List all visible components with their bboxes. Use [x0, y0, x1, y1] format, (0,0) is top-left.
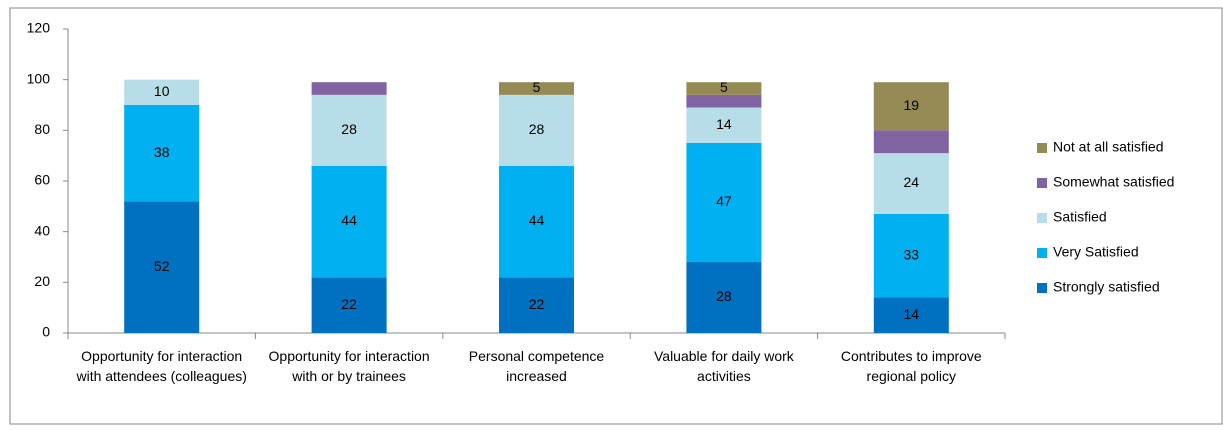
data-label: 44: [341, 212, 357, 228]
bar-segment: [311, 94, 387, 166]
data-label: 28: [341, 121, 357, 137]
legend-label: Satisfied: [1053, 209, 1107, 225]
bar-segment: [873, 153, 949, 214]
bar-segment: [124, 79, 200, 105]
data-label: 19: [904, 97, 920, 113]
x-tick-label: Personal competence increased: [469, 348, 605, 384]
data-label: 10: [154, 83, 170, 99]
bar-segment: [686, 262, 762, 333]
chart-frame: [9, 7, 1223, 425]
bar-segment: [873, 82, 949, 131]
bar-segment: [124, 105, 200, 202]
data-label: 47: [716, 193, 732, 209]
bar-segment: [311, 82, 387, 95]
x-tick-label: Valuable for daily work activities: [654, 348, 795, 384]
legend-label: Not at all satisfied: [1053, 139, 1164, 155]
bar-segment: [124, 201, 200, 333]
bar-segment: [499, 94, 574, 166]
y-tick-label: 40: [34, 222, 50, 238]
y-tick-label: 100: [27, 70, 51, 86]
data-label: 22: [341, 296, 357, 312]
bar-segment: [873, 130, 949, 154]
bar-segment: [686, 143, 762, 263]
data-label: 14: [904, 306, 920, 322]
bar-segment: [499, 165, 574, 278]
y-tick-label: 60: [34, 172, 50, 188]
data-label: 24: [904, 174, 920, 190]
data-label: 14: [716, 116, 732, 132]
legend-label: Very Satisfied: [1053, 244, 1139, 260]
data-label: 28: [529, 121, 545, 137]
data-label: 38: [154, 144, 170, 160]
bar-segment: [499, 277, 574, 333]
data-label: 44: [529, 212, 545, 228]
bar-segment: [686, 107, 762, 143]
legend-label: Somewhat satisfied: [1053, 174, 1174, 190]
bar-segment: [311, 165, 387, 278]
data-label: 52: [154, 258, 170, 274]
legend-swatch: [1037, 143, 1047, 153]
legend-swatch: [1037, 213, 1047, 223]
bar-segment: [686, 94, 762, 108]
legend-swatch: [1037, 178, 1047, 188]
x-tick-label: Opportunity for interaction with or by tr…: [269, 348, 430, 384]
data-label: 33: [904, 246, 920, 262]
legend-swatch: [1037, 248, 1047, 258]
x-tick-label: Opportunity for interaction with attendee…: [75, 348, 246, 384]
bar-segment: [311, 277, 387, 333]
data-label: 22: [529, 296, 545, 312]
data-label: 5: [720, 79, 728, 95]
legend-label: Strongly satisfied: [1053, 279, 1160, 295]
bar-segment: [499, 82, 574, 95]
legend-swatch: [1037, 283, 1047, 293]
bar-segment: [873, 297, 949, 333]
y-tick-label: 0: [42, 324, 50, 340]
data-label: 28: [716, 288, 732, 304]
data-label: 5: [533, 79, 541, 95]
y-tick-label: 120: [27, 20, 51, 36]
bar-segment: [686, 82, 762, 95]
y-tick-label: 80: [34, 121, 50, 137]
x-tick-label: Contributes to improve regional policy: [841, 348, 982, 384]
y-tick-label: 20: [34, 273, 50, 289]
bar-segment: [873, 213, 949, 298]
